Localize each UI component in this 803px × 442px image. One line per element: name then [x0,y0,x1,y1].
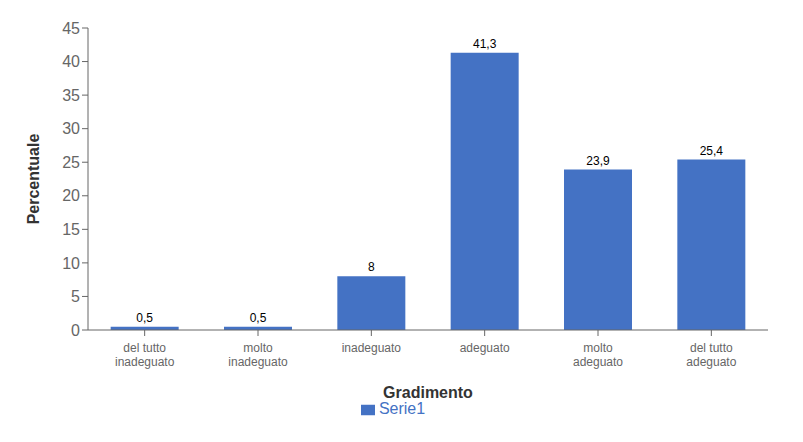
svg-text:moltoinadeguato: moltoinadeguato [228,341,288,369]
svg-text:inadeguato: inadeguato [342,341,402,355]
svg-text:45: 45 [62,20,80,37]
svg-text:30: 30 [62,120,80,137]
svg-text:0,5: 0,5 [250,311,267,325]
svg-text:moltoadeguato: moltoadeguato [573,341,623,369]
svg-text:20: 20 [62,187,80,204]
svg-text:Percentuale: Percentuale [25,134,42,225]
svg-text:del tuttoadeguato: del tuttoadeguato [686,341,736,369]
svg-text:41,3: 41,3 [473,37,497,51]
svg-text:del tuttoinadeguato: del tuttoinadeguato [115,341,175,369]
svg-text:10: 10 [62,255,80,272]
svg-text:25,4: 25,4 [700,144,724,158]
svg-text:25: 25 [62,154,80,171]
svg-text:35: 35 [62,87,80,104]
svg-text:0: 0 [71,322,80,339]
html-text:Serie1: Serie1 [378,400,426,417]
svg-text:40: 40 [62,53,80,70]
svg-text:8: 8 [368,260,375,274]
svg-text:adeguato: adeguato [460,341,510,355]
svg-text:5: 5 [71,288,80,305]
svg-text:15: 15 [62,221,80,238]
svg-text:23,9: 23,9 [586,154,610,168]
svg-text:Gradimento: Gradimento [383,384,473,401]
svg-text:0,5: 0,5 [136,311,153,325]
